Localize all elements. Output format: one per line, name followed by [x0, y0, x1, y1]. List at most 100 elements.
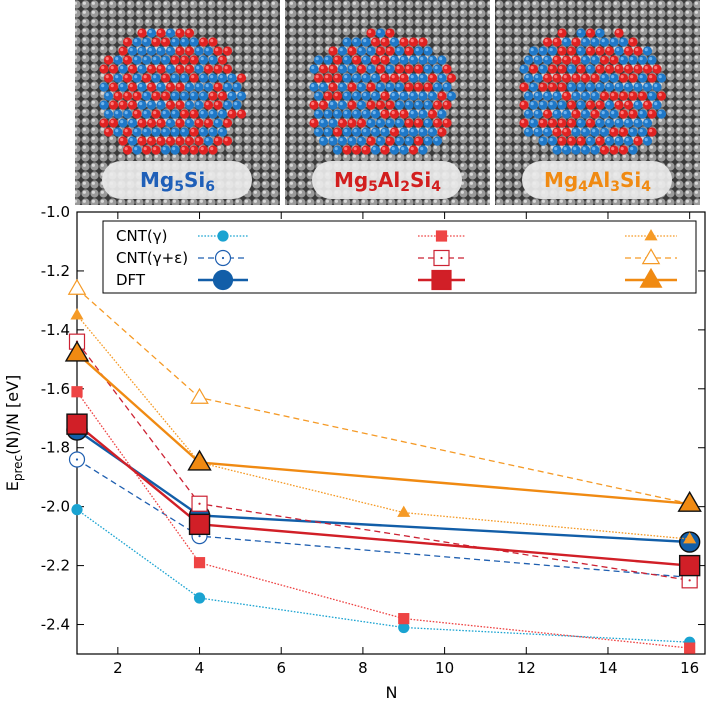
blue-atom: [165, 118, 176, 128]
red-atom: [566, 46, 577, 56]
red-atom: [347, 82, 357, 92]
atom-highlight: [535, 57, 539, 61]
blue-atom: [590, 55, 600, 65]
atom-highlight: [372, 147, 376, 151]
blue-atom: [561, 145, 572, 155]
atom-highlight: [191, 39, 195, 43]
red-atom: [628, 91, 638, 101]
blue-atom: [170, 37, 180, 47]
atom-highlight: [530, 66, 534, 70]
atom-highlight: [124, 111, 128, 115]
atom-highlight: [415, 48, 419, 52]
atom-highlight: [191, 147, 195, 151]
red-atom: [571, 55, 581, 65]
red-atom: [618, 91, 629, 101]
blue-atom: [432, 64, 443, 74]
atom-highlight: [120, 48, 124, 52]
red-atom: [175, 82, 185, 92]
red-atom: [347, 118, 357, 128]
atom-highlight: [549, 48, 553, 52]
atom-highlight: [601, 75, 605, 79]
red-atom: [394, 64, 405, 74]
atom-highlight: [616, 66, 620, 70]
blue-atom: [184, 118, 195, 128]
atom-highlight: [358, 84, 362, 88]
atom-highlight: [181, 129, 185, 133]
atom-highlight: [382, 147, 386, 151]
red-atom: [446, 73, 457, 83]
blue-atom: [351, 37, 362, 47]
red-atom: [179, 109, 190, 119]
blue-atom: [580, 91, 591, 101]
red-atom: [108, 82, 119, 92]
atom-highlight: [186, 66, 190, 70]
blue-atom: [361, 73, 371, 83]
blue-atom: [580, 109, 591, 119]
atom-highlight: [635, 48, 639, 52]
atom-highlight: [625, 102, 629, 106]
atom-highlight: [382, 111, 386, 115]
red-atom: [580, 73, 591, 83]
atom-highlight: [181, 111, 185, 115]
formula-subscript: 5: [368, 179, 378, 195]
blue-atom: [432, 82, 443, 92]
atom-highlight: [320, 66, 324, 70]
atom-highlight: [559, 84, 563, 88]
red-atom: [179, 145, 190, 155]
blue-atom: [427, 55, 438, 65]
red-atom: [623, 46, 634, 56]
blue-atom: [623, 82, 634, 92]
red-atom: [519, 82, 529, 92]
blue-atom: [366, 46, 376, 56]
atom-highlight: [224, 138, 228, 142]
formula-element: Si: [184, 168, 205, 192]
atom-highlight: [391, 39, 395, 43]
data-point: [188, 513, 211, 536]
blue-atom: [332, 145, 343, 155]
blue-atom: [408, 127, 419, 137]
atom-highlight: [311, 84, 315, 88]
atom-highlight: [573, 147, 577, 151]
blue-atom: [189, 37, 199, 47]
atom-highlight: [344, 75, 348, 79]
red-atom: [156, 64, 166, 74]
blue-atom: [604, 100, 615, 110]
red-atom: [633, 46, 643, 56]
red-atom: [122, 37, 133, 47]
legend-label: DFT: [116, 271, 146, 289]
red-atom: [618, 109, 629, 119]
atom-highlight: [167, 30, 171, 34]
atom-highlight: [639, 129, 643, 133]
atom-highlight: [129, 102, 133, 106]
atom-highlight: [143, 111, 147, 115]
atom-highlight: [611, 147, 615, 151]
red-atom: [561, 73, 572, 83]
atom-highlight: [554, 111, 558, 115]
atom-highlight: [110, 84, 114, 88]
red-atom: [423, 82, 433, 92]
red-atom: [236, 109, 247, 119]
blue-atom: [642, 46, 653, 56]
atom-highlight: [172, 111, 176, 115]
red-atom: [213, 82, 223, 92]
blue-atom: [642, 118, 653, 128]
atom-highlight: [325, 111, 329, 115]
blue-atom: [609, 109, 619, 119]
legend-marker: [641, 248, 661, 265]
atom-highlight: [544, 129, 548, 133]
blue-atom: [375, 28, 386, 38]
atom-highlight: [124, 129, 128, 133]
atom-highlight: [415, 120, 419, 124]
red-atom: [380, 73, 390, 83]
atom-highlight: [382, 93, 386, 97]
blue-atom: [542, 91, 553, 101]
atom-highlight: [181, 75, 185, 79]
atom-highlight: [311, 102, 315, 106]
atom-highlight: [334, 75, 338, 79]
blue-atom: [408, 73, 419, 83]
blue-atom: [337, 64, 348, 74]
red-atom: [585, 118, 596, 128]
blue-atom: [423, 46, 433, 56]
red-atom: [332, 91, 343, 101]
red-atom: [628, 73, 638, 83]
